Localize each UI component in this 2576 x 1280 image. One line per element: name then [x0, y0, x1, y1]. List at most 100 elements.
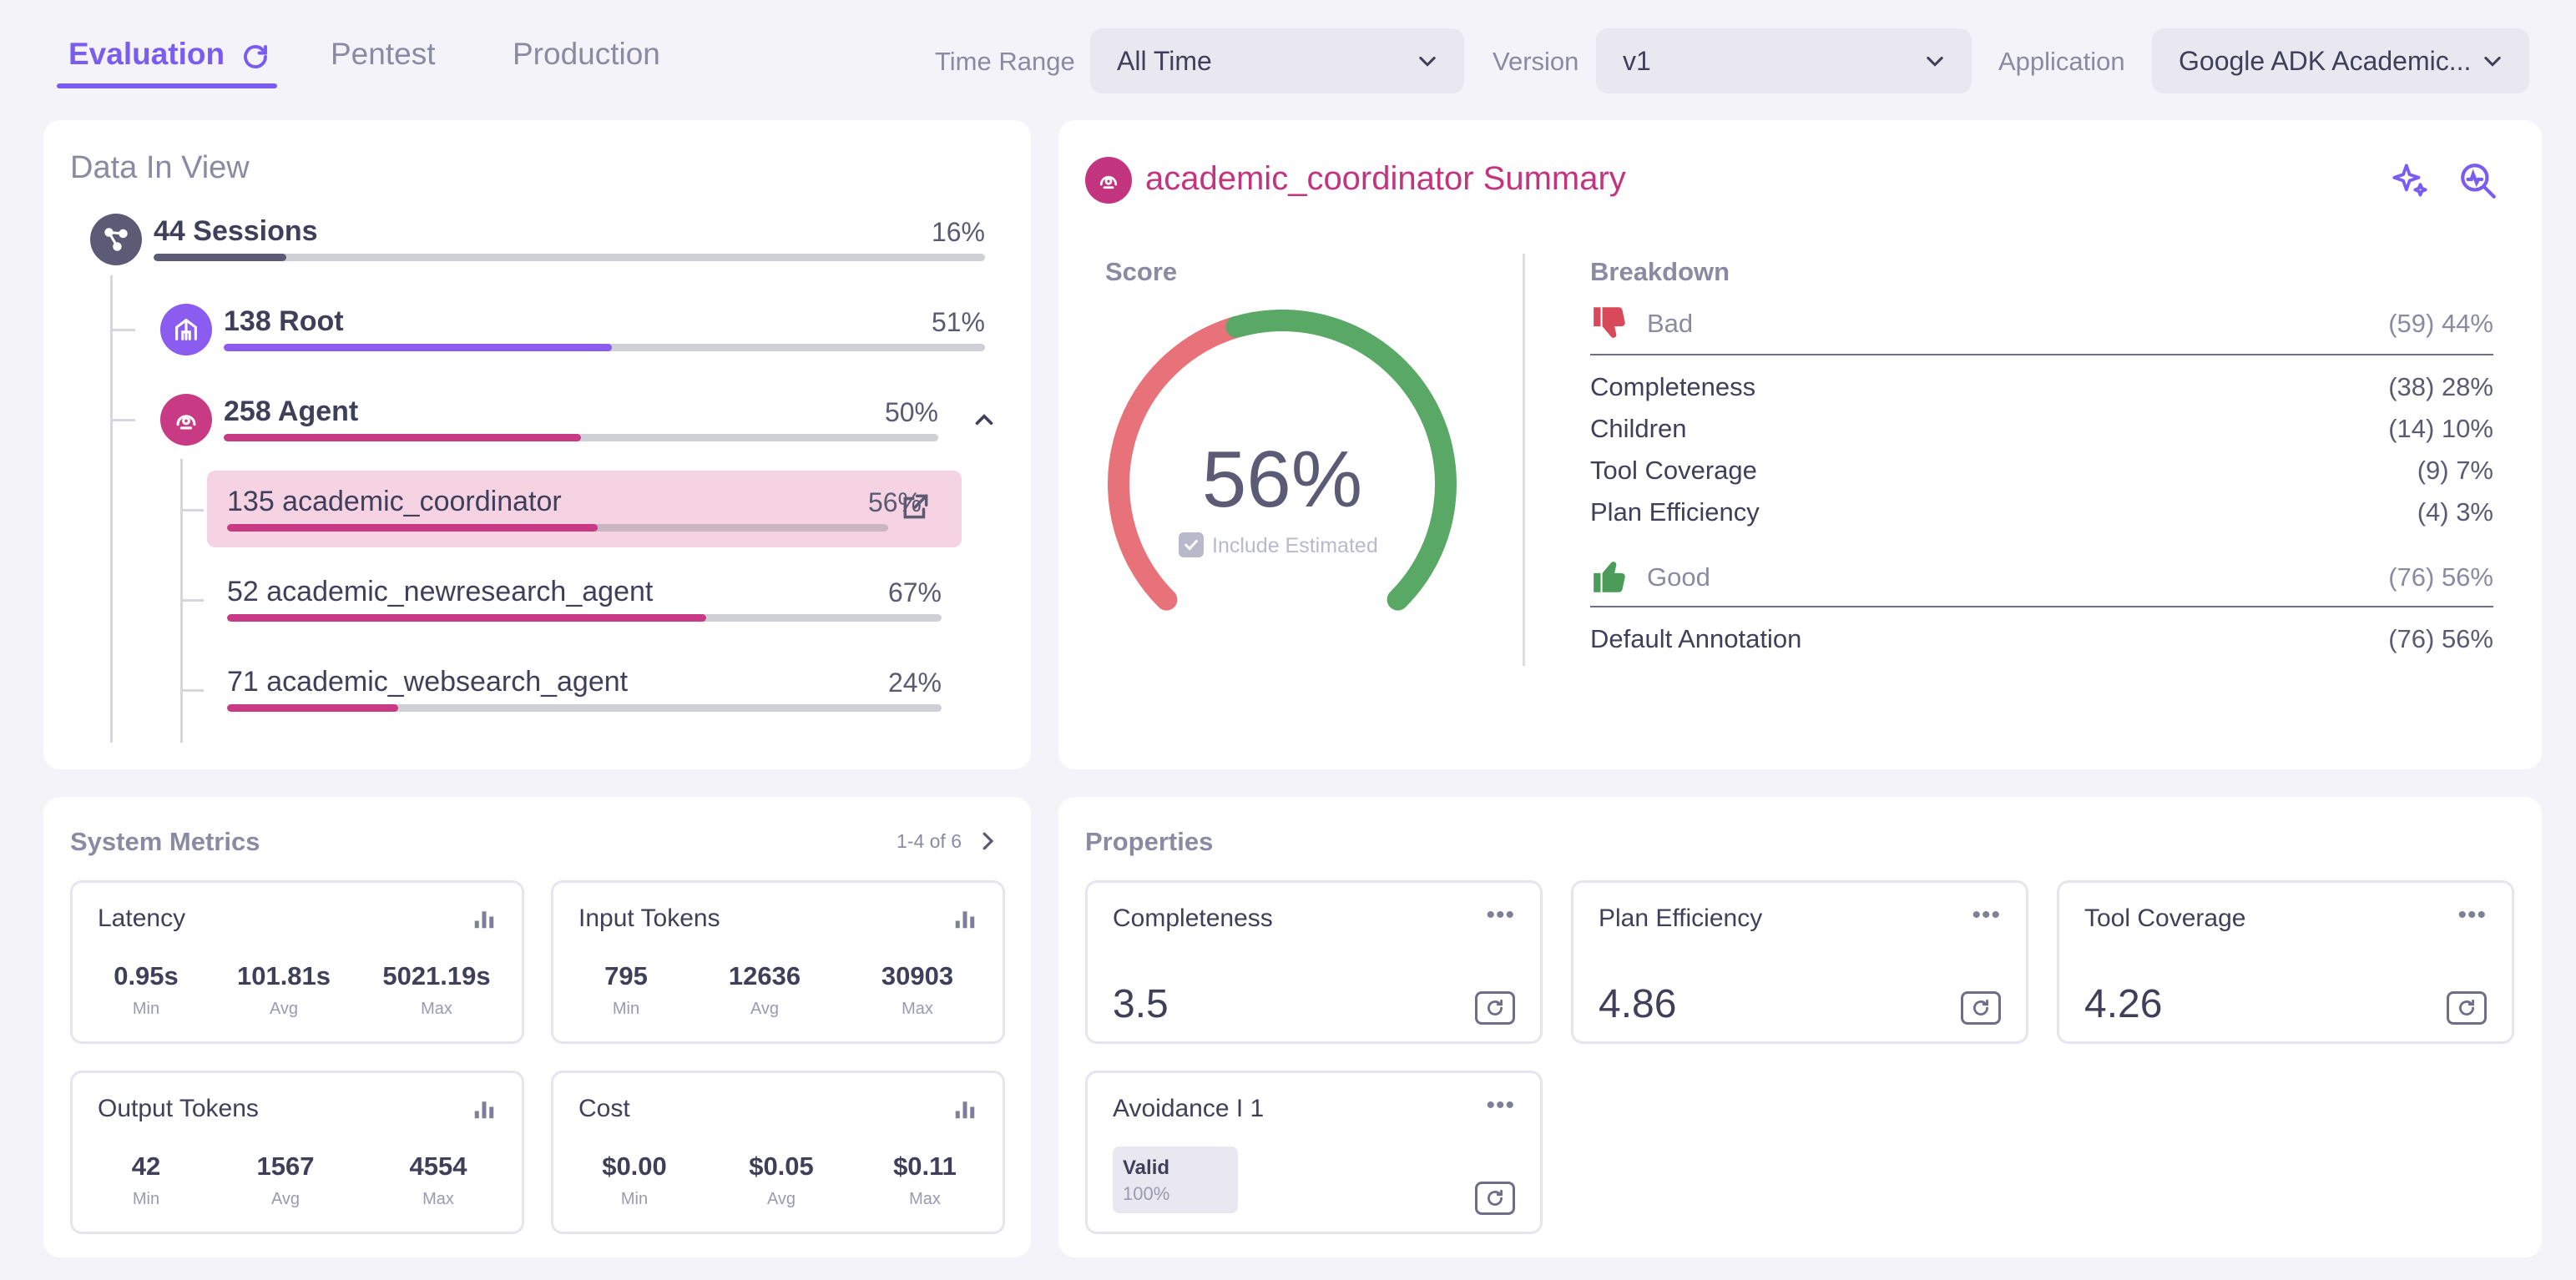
evaluator-icon[interactable]: [1475, 991, 1515, 1025]
plan-efficiency-property-tile[interactable]: Plan Efficiency ••• 4.86: [1571, 880, 2028, 1044]
avoidance-property-tile[interactable]: Avoidance I 1 ••• Valid 100%: [1085, 1071, 1543, 1234]
score-gauge: [1108, 310, 1457, 611]
bar-chart-icon[interactable]: [472, 1096, 497, 1121]
stat-avg: 12636 Avg: [694, 961, 836, 1019]
bar-chart-icon[interactable]: [472, 906, 497, 931]
websearch-progress-fill: [227, 704, 399, 712]
bad-item-label: Completeness: [1590, 372, 1756, 401]
bad-item-label: Plan Efficiency: [1590, 497, 1760, 527]
active-tab-underline: [57, 83, 277, 88]
tree-line: [180, 689, 204, 692]
stat-max: 30903 Max: [846, 961, 988, 1019]
good-item-row[interactable]: Default Annotation (76) 56%: [1590, 624, 2493, 654]
bad-item-row[interactable]: Children (14) 10%: [1590, 414, 2493, 444]
output-tokens-tile: Output Tokens 42 Min 1567 Avg 4554 Max: [70, 1071, 524, 1234]
input-tokens-tile: Input Tokens 795 Min 12636 Avg 30903 Max: [551, 880, 1005, 1044]
stat-min: $0.00 Min: [563, 1151, 705, 1209]
bad-item-label: Tool Coverage: [1590, 456, 1757, 485]
application-select[interactable]: Google ADK Academic...: [2152, 28, 2529, 93]
cost-tile: Cost $0.00 Min $0.05 Avg $0.11 Max: [551, 1071, 1005, 1234]
bad-item-row[interactable]: Completeness (38) 28%: [1590, 372, 2493, 402]
root-progress: [224, 344, 985, 351]
bad-item-row[interactable]: Tool Coverage (9) 7%: [1590, 456, 2493, 486]
newresearch-progress-fill: [227, 614, 706, 622]
evaluator-icon[interactable]: [2447, 991, 2487, 1025]
root-row-label[interactable]: 138 Root: [224, 305, 344, 337]
system-metrics-pager: 1-4 of 6: [897, 830, 962, 852]
summary-card: [1058, 120, 2542, 769]
bar-chart-icon[interactable]: [952, 906, 977, 931]
refresh-icon[interactable]: [240, 42, 270, 72]
good-group-header[interactable]: Good (76) 56%: [1590, 556, 2493, 602]
stat-caption: Min: [620, 1190, 649, 1208]
time-range-select[interactable]: All Time: [1090, 28, 1464, 93]
sessions-node-icon: [90, 214, 142, 265]
stat-avg: 101.81s Avg: [213, 961, 355, 1019]
sparkle-icon[interactable]: [2389, 160, 2431, 202]
data-in-view-card: Data In View 44 Sessions 16% 138 Root 51…: [43, 120, 1031, 769]
data-in-view-title: Data In View: [70, 150, 250, 185]
bad-group-header[interactable]: Bad (59) 44%: [1590, 302, 2493, 349]
application-label: Application: [1998, 47, 2125, 76]
root-progress-fill: [224, 344, 613, 351]
stat-max: 5021.19s Max: [366, 961, 508, 1019]
bad-label: Bad: [1647, 309, 1694, 338]
tab-evaluation[interactable]: Evaluation: [68, 37, 225, 71]
tool-coverage-property-tile[interactable]: Tool Coverage ••• 4.26: [2057, 880, 2514, 1044]
websearch-row-label[interactable]: 71 academic_websearch_agent: [227, 666, 629, 698]
evaluator-icon[interactable]: [1475, 1182, 1515, 1215]
tile-title: Latency: [98, 905, 186, 932]
property-value: 3.5: [1113, 982, 1169, 1026]
stat-caption: Avg: [269, 1000, 299, 1018]
tab-pentest[interactable]: Pentest: [331, 37, 436, 71]
agent-row-label[interactable]: 258 Agent: [224, 396, 359, 427]
chevron-up-icon[interactable]: [970, 406, 998, 434]
property-value: 4.26: [2084, 982, 2163, 1026]
bad-item-value: (9) 7%: [2417, 456, 2493, 485]
stat-caption: Max: [421, 1000, 452, 1018]
newresearch-row-label[interactable]: 52 academic_newresearch_agent: [227, 576, 654, 607]
search-insights-icon[interactable]: [2457, 160, 2499, 202]
bad-value: (59) 44%: [2388, 309, 2493, 338]
root-node-icon: [160, 304, 212, 355]
stat-avg: $0.05 Avg: [710, 1151, 852, 1209]
external-link-icon[interactable]: [900, 491, 932, 522]
websearch-progress: [227, 704, 942, 712]
version-select[interactable]: v1: [1596, 28, 1972, 93]
system-metrics-title: System Metrics: [70, 827, 260, 856]
good-divider: [1590, 606, 2493, 607]
bar-chart-icon[interactable]: [952, 1096, 977, 1121]
stat-value: 4554: [409, 1151, 467, 1181]
newresearch-row-pct: 67%: [887, 577, 942, 607]
score-label: Score: [1105, 257, 1178, 286]
stat-value: 795: [604, 961, 648, 990]
chevron-down-icon: [2484, 56, 2501, 67]
chevron-right-icon[interactable]: [975, 829, 1000, 854]
coordinator-row-label[interactable]: 135 academic_coordinator: [227, 486, 562, 517]
tile-title: Output Tokens: [98, 1095, 259, 1122]
stat-value: 101.81s: [236, 961, 331, 990]
gauge-bad-arc: [1108, 315, 1248, 611]
more-options-icon[interactable]: •••: [1486, 901, 1515, 929]
more-options-icon[interactable]: •••: [1486, 1091, 1515, 1119]
include-estimated-checkbox[interactable]: [1179, 532, 1204, 557]
bad-item-row[interactable]: Plan Efficiency (4) 3%: [1590, 497, 2493, 527]
stat-max: 4554 Max: [367, 1151, 509, 1209]
property-title: Plan Efficiency: [1599, 905, 1763, 932]
tree-line: [110, 419, 135, 421]
root-row-pct: 51%: [931, 307, 985, 337]
include-estimated-label: Include Estimated: [1212, 534, 1378, 557]
summary-title: academic_coordinator Summary: [1145, 160, 1626, 197]
more-options-icon[interactable]: •••: [1972, 901, 2001, 929]
stat-min: 795 Min: [555, 961, 697, 1019]
tree-line: [180, 509, 204, 511]
stat-value: 0.95s: [114, 961, 179, 990]
sessions-row-pct: 16%: [931, 217, 985, 247]
sessions-row-label[interactable]: 44 Sessions: [154, 215, 318, 247]
completeness-property-tile[interactable]: Completeness ••• 3.5: [1085, 880, 1543, 1044]
more-options-icon[interactable]: •••: [2457, 901, 2487, 929]
tab-production[interactable]: Production: [513, 37, 660, 71]
selected-row-highlight[interactable]: [207, 471, 962, 547]
evaluator-icon[interactable]: [1961, 991, 2001, 1025]
time-range-label: Time Range: [935, 47, 1075, 76]
